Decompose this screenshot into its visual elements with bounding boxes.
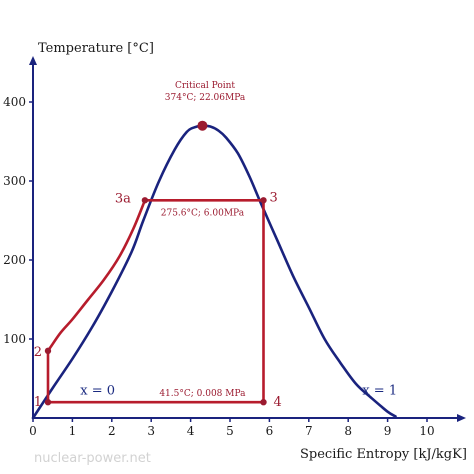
x-tick-label: 4 — [187, 424, 195, 438]
state-point-marker — [44, 399, 52, 406]
annotation-p4: 4 — [273, 395, 281, 410]
quality-label: x = 0 — [80, 383, 115, 398]
x-tick-label: 3 — [147, 424, 155, 438]
x-tick-label: 2 — [108, 424, 116, 438]
x-axis-title: Specific Entropy [kJ/kgK] — [300, 447, 467, 462]
annotation-p1: 1 — [34, 395, 42, 410]
critical-point-value: 374°C; 22.06MPa — [165, 93, 246, 103]
annotations: 1 2 3 3a 4 275.6°C; 6.00MPa 41.5°C; 0.008 MPa x… — [34, 190, 397, 410]
y-tick-label: 100 — [3, 332, 26, 346]
y-tick-label: 200 — [3, 253, 26, 267]
x-tick-label: 0 — [29, 424, 37, 438]
x-tick-label: 5 — [226, 424, 234, 438]
state-point-marker — [260, 399, 267, 406]
x-ticks: 0 1 2 3 4 5 6 7 8 9 10 — [29, 418, 435, 438]
state-point-marker — [260, 197, 267, 204]
y-tick-label: 400 — [3, 95, 26, 109]
x-axis-arrow-icon — [457, 414, 466, 422]
saturation-dome-line — [31, 124, 397, 420]
quality-label: x = 1 — [362, 383, 397, 398]
x-tick-label: 7 — [305, 424, 313, 438]
y-axis-title: Temperature [°C] — [38, 41, 154, 56]
rankine-cycle-line — [46, 199, 265, 404]
state-point-marker — [141, 197, 149, 204]
state-point-marker — [44, 347, 52, 355]
x-tick-label: 1 — [69, 424, 77, 438]
watermark-text: nuclear-power.net — [34, 451, 151, 466]
x-tick-label: 10 — [419, 424, 434, 438]
annotation-p3a: 3a — [115, 191, 131, 206]
x-tick-label: 6 — [266, 424, 274, 438]
y-tick-label: 300 — [3, 174, 26, 188]
critical-point-label: Critical Point — [175, 81, 235, 91]
critical-point-marker — [197, 120, 208, 131]
annotation-upper: 275.6°C; 6.00MPa — [161, 208, 245, 218]
annotation-p2: 2 — [34, 345, 42, 360]
annotation-p3: 3 — [269, 190, 277, 205]
y-axis-arrow-icon — [29, 56, 37, 65]
y-ticks: 100 200 300 400 — [3, 95, 33, 346]
x-tick-label: 9 — [384, 424, 392, 438]
axes — [29, 56, 466, 422]
annotation-lower: 41.5°C; 0.008 MPa — [159, 389, 246, 399]
x-tick-label: 8 — [344, 424, 352, 438]
